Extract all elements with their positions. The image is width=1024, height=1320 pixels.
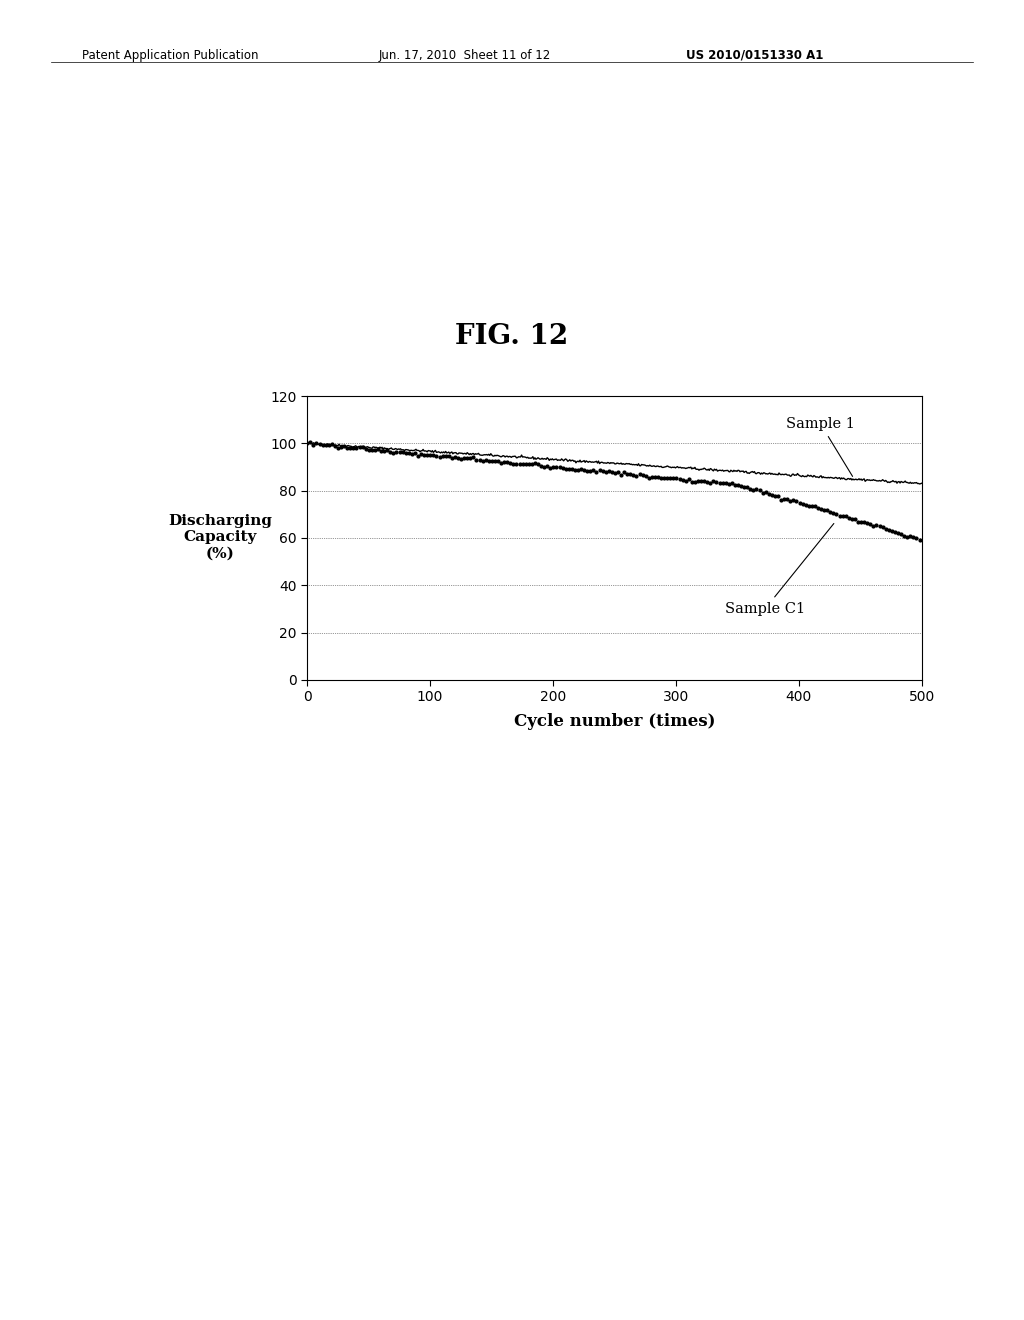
Text: FIG. 12: FIG. 12 [456,323,568,350]
Text: Sample C1: Sample C1 [725,524,834,616]
Text: Sample 1: Sample 1 [786,417,855,477]
Text: Patent Application Publication: Patent Application Publication [82,49,258,62]
Text: Jun. 17, 2010  Sheet 11 of 12: Jun. 17, 2010 Sheet 11 of 12 [379,49,551,62]
Text: US 2010/0151330 A1: US 2010/0151330 A1 [686,49,823,62]
X-axis label: Cycle number (times): Cycle number (times) [514,713,715,730]
Text: Discharging
Capacity
(%): Discharging Capacity (%) [168,513,272,561]
